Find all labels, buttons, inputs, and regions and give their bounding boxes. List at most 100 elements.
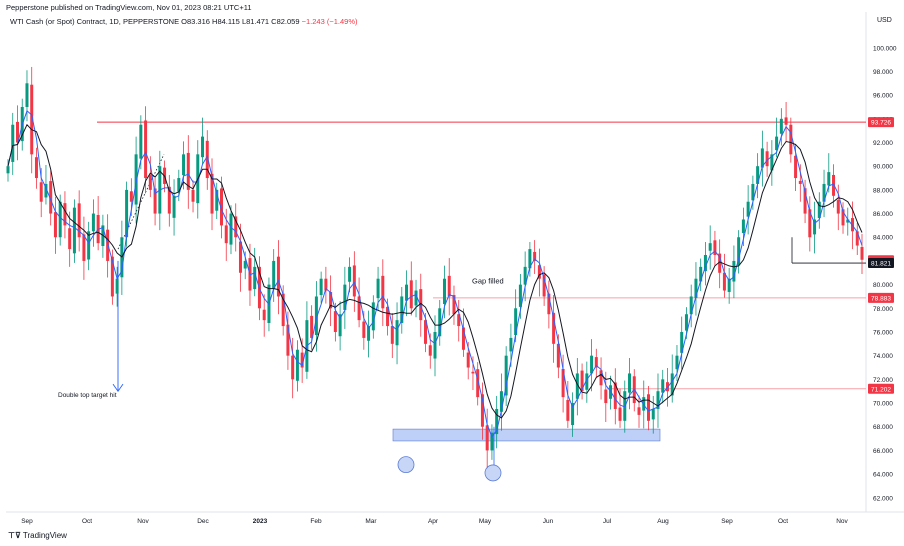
candle-body: [727, 278, 731, 292]
candle-body: [651, 408, 655, 420]
candle-body: [537, 265, 541, 279]
candle-body: [201, 136, 205, 158]
candle-body: [44, 183, 48, 198]
y-tick-label: 86.000: [873, 211, 893, 218]
target-arrow-head: [112, 383, 124, 392]
candle-body: [134, 154, 138, 205]
candle-body: [229, 213, 233, 245]
candle-body: [371, 302, 375, 331]
candle-body: [428, 345, 432, 356]
candle-body: [243, 260, 247, 269]
y-tick-label: 62.000: [873, 495, 893, 502]
candle-body: [684, 314, 688, 331]
candle-body: [253, 266, 257, 290]
candle-body: [737, 237, 741, 266]
low-value: L81.471: [241, 17, 270, 26]
candle-body: [798, 180, 802, 184]
candle-body: [841, 209, 845, 226]
candle-body: [49, 181, 53, 214]
x-tick-label: Dec: [197, 518, 209, 525]
candle-body: [367, 326, 371, 341]
low-circle-2: [484, 464, 502, 482]
candle-body: [15, 121, 19, 143]
y-tick-label: 100.000: [873, 45, 897, 52]
candle-body: [11, 124, 15, 162]
candle-body: [381, 275, 385, 309]
symbol-legend[interactable]: WTI Cash (or Spot) Contract, 1D, PEPPERS…: [10, 17, 358, 26]
candle-body: [556, 343, 560, 368]
x-tick-label: Oct: [82, 518, 92, 525]
candle-body: [34, 157, 38, 179]
candle-body: [414, 290, 418, 306]
price-label-box: [868, 117, 894, 128]
candle-body: [72, 207, 76, 254]
candle-body: [827, 172, 831, 186]
candle-body: [433, 331, 437, 359]
price-label-box: [868, 258, 894, 269]
candle-body: [518, 284, 522, 307]
candle-body: [594, 357, 598, 368]
y-tick-label: 64.000: [873, 472, 893, 479]
candle-body: [129, 191, 133, 202]
candle-body: [466, 352, 470, 368]
candle-body: [343, 284, 347, 310]
y-tick-label: 98.000: [873, 69, 893, 76]
candle-body: [689, 296, 693, 315]
candle-body: [618, 407, 622, 421]
candle-body: [300, 352, 304, 368]
candle-body: [281, 293, 285, 327]
y-tick-label: 80.000: [873, 282, 893, 289]
candle-body: [6, 166, 10, 174]
candle-body: [599, 370, 603, 386]
candle-body: [110, 256, 114, 297]
x-tick-label: May: [479, 518, 492, 525]
candle-body: [177, 178, 181, 192]
candle-body: [419, 289, 423, 321]
candle-body: [832, 174, 836, 196]
close-value: C82.059: [271, 17, 300, 26]
candle-body: [585, 373, 589, 390]
candle-body: [590, 355, 594, 374]
y-tick-label: 68.000: [873, 424, 893, 431]
price-label-text: 78.883: [871, 295, 891, 302]
x-tick-label: Sep: [721, 518, 733, 525]
candle-body: [167, 186, 171, 214]
gap-filled-annotation: Gap filled: [472, 276, 504, 285]
y-tick-label: 92.000: [873, 140, 893, 147]
candle-body: [286, 324, 290, 356]
candle-body: [552, 312, 556, 344]
candle-body: [319, 278, 323, 296]
tv-icon: ⊤⊽: [8, 531, 21, 540]
x-tick-label: Apr: [428, 518, 439, 525]
x-tick-label: Jul: [603, 518, 612, 525]
high-value: H84.115: [212, 17, 240, 26]
price-label-box: [868, 383, 894, 394]
y-tick-label: 70.000: [873, 401, 893, 408]
candle-body: [495, 408, 499, 435]
candle-body: [338, 314, 342, 337]
x-tick-label: Oct: [778, 518, 788, 525]
candle-body: [718, 253, 722, 273]
candle-body: [528, 249, 532, 269]
candle-body: [205, 140, 209, 179]
candle-body: [504, 355, 508, 396]
candle-body: [708, 243, 712, 251]
price-label-text: 81.821: [871, 261, 891, 268]
candle-body: [125, 189, 129, 238]
candle-body: [575, 373, 579, 399]
candle-body: [846, 219, 850, 223]
x-tick-label: Jun: [543, 518, 554, 525]
candle-body: [182, 154, 186, 176]
candle-body: [148, 175, 152, 190]
support-zone: [392, 428, 661, 442]
candle-body: [461, 327, 465, 350]
candle-body: [571, 403, 575, 426]
candle-body: [405, 284, 409, 301]
price-label-text: 93.726: [871, 120, 891, 127]
candle-body: [224, 225, 228, 244]
candle-body: [58, 201, 62, 238]
candle-body: [400, 296, 404, 323]
candle-body: [186, 152, 190, 190]
